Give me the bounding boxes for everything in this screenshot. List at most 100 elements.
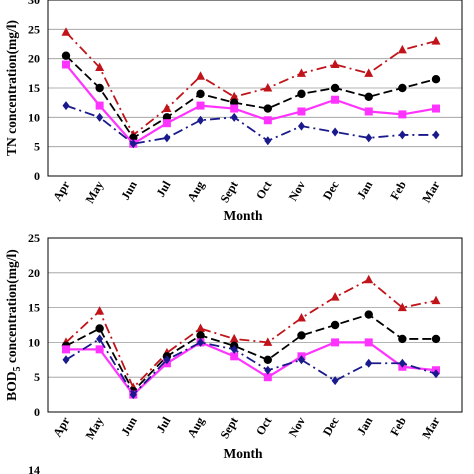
bod-point-circle [364, 310, 373, 319]
tn-point-square [331, 95, 340, 104]
tn-point-circle [297, 89, 306, 99]
tn-x-tick-label: Nov [286, 179, 308, 204]
tn-y-ticks: 0 5 10 15 20 25 30 [28, 0, 40, 183]
bod-x-tick-label: Apr [50, 414, 73, 439]
bod-series-line-circle [65, 313, 436, 393]
tn-point-triangle [61, 27, 71, 36]
tn-y-tick-label: 20 [28, 52, 40, 66]
bod-point-diamond [96, 334, 104, 344]
tn-series-line-circle [65, 55, 437, 140]
tn-point-circle [398, 83, 407, 93]
tn-point-square [230, 104, 239, 113]
tn-point-diamond [365, 133, 373, 143]
tn-point-circle [330, 83, 340, 93]
bod-point-square [263, 373, 272, 382]
tn-point-triangle [263, 83, 273, 92]
bod-x-axis-label: Month [223, 446, 262, 461]
bod-point-diamond [163, 355, 171, 365]
tn-series-line-diamond [65, 104, 436, 145]
bod-point-circle [196, 331, 205, 340]
tn-point-triangle [196, 71, 206, 80]
tn-point-triangle [296, 68, 306, 77]
bod-point-square [62, 345, 70, 354]
tn-y-tick-label: 30 [28, 0, 40, 7]
tn-point-diamond [297, 121, 305, 131]
tn-point-diamond [197, 115, 205, 125]
tn-point-triangle [330, 59, 340, 69]
bod-point-circle [431, 334, 441, 344]
tn-point-circle [196, 89, 205, 99]
tn-point-diamond [264, 136, 272, 146]
bod-x-tick-label: Dec [320, 414, 342, 438]
bod-point-circle [330, 320, 340, 330]
bod-y-ticks: 0 5 10 15 20 25 [28, 231, 40, 419]
tn-x-axis-label: Month [223, 208, 262, 223]
tn-x-tick-label: Sept [217, 178, 240, 205]
bod-point-triangle [330, 292, 340, 301]
tn-point-circle [263, 104, 273, 113]
tn-point-square [95, 101, 104, 110]
bod-x-tick-label: Jul [153, 414, 173, 435]
bod-point-square [364, 338, 373, 347]
tn-point-diamond [62, 101, 70, 111]
bod-x-tick-label: Jun [118, 414, 140, 438]
tn-x-tick-label: Jul [153, 178, 173, 199]
bod-point-triangle [196, 323, 206, 332]
bod-point-circle [398, 334, 407, 344]
bod-point-diamond [230, 344, 238, 354]
bod-point-square [230, 352, 239, 361]
tn-series-line-triangle [65, 31, 437, 137]
bod-plot-frame [47, 237, 463, 413]
bod-series [61, 274, 441, 400]
tn-point-diamond [163, 133, 171, 143]
bod-point-diamond [197, 337, 205, 347]
tn-x-tick-label: Oct [253, 178, 274, 201]
tn-x-tick-label: Jun [118, 178, 140, 202]
tn-y-tick-label: 0 [34, 169, 40, 183]
bod-point-triangle [431, 295, 441, 305]
tn-point-triangle [431, 36, 441, 45]
tn-x-tick-label: May [82, 179, 106, 206]
tn-point-diamond [432, 130, 440, 140]
bod-chart-panel: 0 5 10 15 20 25 Apr May Jun Jul Aug Sept Oct Nov Dec J… [4, 231, 463, 461]
tn-chart-panel: 0 5 10 15 20 25 30 Apr May Jun Jul Aug Sept Oct Nov De… [4, 0, 463, 223]
tn-point-diamond [96, 112, 104, 122]
bod-x-tick-label: Aug [184, 415, 207, 440]
bod-x-ticks: Apr May Jun Jul Aug Sept Oct Nov Dec Jan Feb Mar [50, 414, 443, 442]
tn-x-tick-label: Mar [419, 178, 443, 205]
bod-x-tick-label: Mar [419, 414, 443, 441]
bod-y-axis-label: BOD5 concentration(mg/l) [4, 249, 23, 401]
bod-point-diamond [331, 376, 339, 386]
bod-y-tick-label: 25 [28, 231, 40, 245]
tn-point-diamond [230, 112, 238, 122]
tn-gridlines [48, 28, 462, 148]
bod-y-tick-label: 0 [34, 405, 40, 419]
tn-x-tick-label: Feb [387, 178, 409, 202]
bod-point-square [331, 338, 340, 347]
bod-point-triangle [95, 306, 105, 315]
bod-x-tick-label: Jan [354, 414, 376, 437]
tn-point-square [297, 107, 306, 116]
tn-point-diamond [331, 127, 339, 137]
tn-point-square [364, 107, 373, 116]
bod-series-line-triangle [65, 278, 437, 390]
tn-y-tick-label: 5 [34, 140, 40, 154]
bod-point-triangle [364, 274, 374, 284]
bod-point-diamond [297, 355, 305, 365]
bod-y-label-main: BOD [4, 371, 19, 401]
tn-plot-frame [47, 0, 463, 177]
bod-y-tick-label: 5 [34, 370, 40, 384]
tn-point-triangle [397, 44, 407, 54]
tn-point-square [263, 116, 272, 125]
bod-x-tick-label: Nov [286, 415, 308, 440]
tn-x-tick-label: Jan [354, 178, 376, 201]
bod-point-circle [297, 331, 306, 340]
bod-point-diamond [264, 365, 272, 375]
bod-y-tick-label: 10 [28, 335, 40, 349]
tn-y-tick-label: 25 [28, 22, 40, 36]
bod-point-square [95, 345, 104, 354]
bod-point-triangle [397, 302, 407, 312]
tn-point-square [62, 60, 70, 69]
tn-x-ticks: Apr May Jun Jul Aug Sept Oct Nov Dec Jan Feb Mar [50, 178, 443, 206]
